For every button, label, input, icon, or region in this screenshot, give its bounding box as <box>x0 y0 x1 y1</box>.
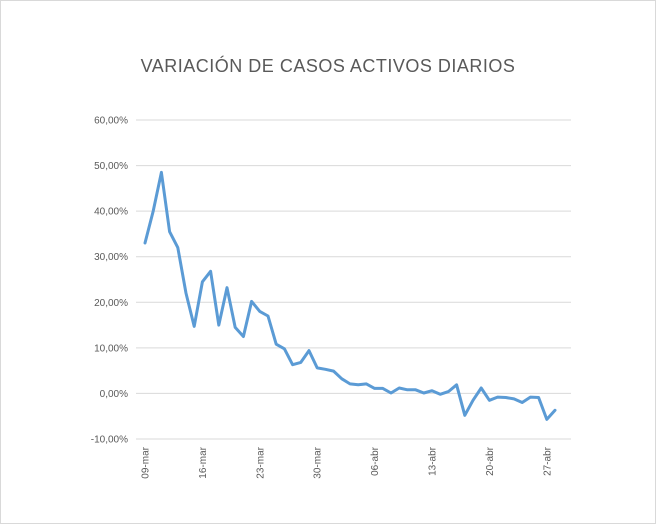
series-line <box>143 170 557 421</box>
y-tick-label: 0,00% <box>100 389 128 400</box>
x-tick-label: 30-mar <box>313 446 324 478</box>
chart-title: VARIACIÓN DE CASOS ACTIVOS DIARIOS <box>140 56 516 76</box>
x-tick-label: 23-mar <box>255 446 266 478</box>
x-tick-label: 20-abr <box>485 446 496 476</box>
x-tick-label: 13-abr <box>428 446 439 476</box>
y-tick-label: 20,00% <box>94 298 128 309</box>
y-tick-label: 50,00% <box>94 161 128 172</box>
y-tick-label: 30,00% <box>94 252 128 263</box>
y-tick-label: 10,00% <box>94 343 128 354</box>
x-tick-label: 16-mar <box>198 446 209 478</box>
gridlines <box>136 119 571 440</box>
y-tick-label: -10,00% <box>91 435 128 446</box>
x-tick-label: 09-mar <box>141 446 152 478</box>
x-tick-label: 06-abr <box>370 446 381 476</box>
y-tick-label: 60,00% <box>94 116 128 127</box>
y-axis-ticks: -10,00% 0,00% 10,00% 20,00% 30,00% 40,00% 50,0… <box>91 116 128 446</box>
y-tick-label: 40,00% <box>94 207 128 218</box>
x-tick-label: 27-abr <box>542 446 553 476</box>
series-group <box>143 170 557 421</box>
x-axis-ticks: 09-mar 16-mar 23-mar 30-mar 06-abr 13-abr 20-a… <box>141 446 554 478</box>
